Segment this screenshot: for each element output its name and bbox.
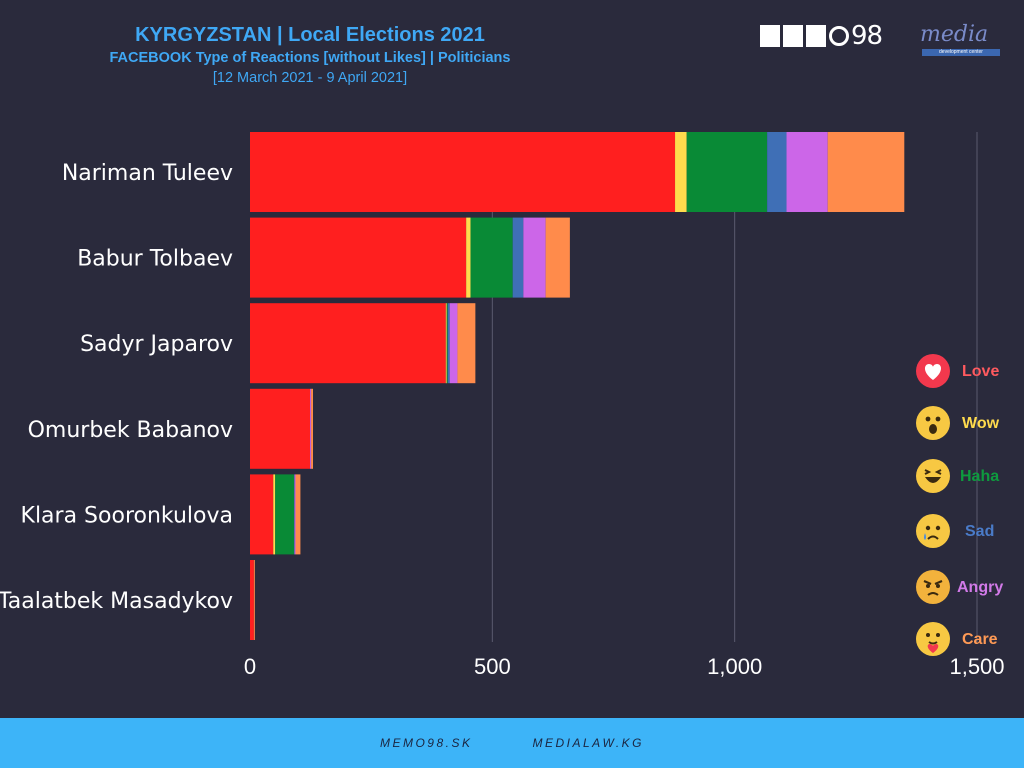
x-tick-label: 500: [474, 654, 511, 679]
bar-segment-care: [295, 474, 301, 555]
legend-item-care: Care: [914, 620, 1024, 660]
memo-suffix: 98: [851, 21, 883, 51]
x-tick-label: 0: [244, 654, 256, 679]
legend-label: Haha: [960, 468, 1000, 485]
bar-segment-sad: [447, 303, 450, 384]
media-logo-subtext: development center: [922, 49, 1000, 56]
bar-segment-sad: [294, 474, 295, 555]
footer-link-medialaw[interactable]: MEDIALAW.KG: [532, 736, 645, 750]
legend-label: Love: [962, 363, 1000, 380]
stacked-bar-chart: 0 500 1,000 1,500 Nariman Tuleev Babur Tolbae…: [0, 132, 1005, 679]
footer-bar: MEMO98.SK MEDIALAW.KG: [0, 718, 1024, 768]
date-range: [12 March 2021 - 9 April 2021]: [212, 70, 408, 86]
bar-segment-love: [250, 303, 446, 384]
bar-segment-haha: [446, 303, 448, 384]
bar-segment-care: [457, 303, 476, 384]
angry-face-icon: [916, 570, 950, 604]
legend-label: Angry: [957, 579, 1004, 596]
memo-letter-block: [783, 25, 803, 47]
bar-segment-angry: [294, 474, 296, 555]
chart-header: KYRGYZSTAN | Local Elections 2021 FACEBO…: [0, 22, 620, 88]
bar-segment-wow: [273, 474, 276, 555]
love-heart-icon: [916, 354, 950, 388]
legend-item-haha: Haha: [914, 457, 1024, 497]
bar-segment-sad: [512, 217, 524, 298]
bar-segment-love: [250, 217, 467, 298]
bar-segment-care: [827, 132, 905, 212]
bar-segment-love: [250, 132, 676, 212]
bar-segment-angry: [523, 217, 546, 298]
legend-label: Sad: [965, 523, 995, 540]
memo-letter-block: [760, 25, 780, 47]
bar-segment-angry: [449, 303, 458, 384]
legend-label: Wow: [962, 415, 1000, 432]
legend-item-sad: Sad: [914, 512, 1024, 552]
media-logo-text: media: [920, 22, 989, 47]
x-tick-label: 1,000: [707, 654, 762, 679]
chart-title: KYRGYZSTAN | Local Elections 2021: [135, 24, 485, 46]
category-label: Nariman Tuleev: [62, 161, 233, 186]
category-label: Babur Tolbaev: [77, 247, 233, 272]
bar-segment-wow: [445, 303, 447, 384]
memo-letter-block: [806, 25, 826, 47]
bar-segment-haha: [275, 474, 295, 555]
legend-item-love: Love: [914, 352, 1024, 392]
bar-segment-angry: [786, 132, 828, 212]
footer-link-memo98[interactable]: MEMO98.SK: [379, 736, 473, 750]
chart-subtitle: FACEBOOK Type of Reactions [without Like…: [109, 50, 511, 66]
legend-item-wow: Wow: [914, 404, 1024, 444]
x-tick-label: 1,500: [949, 654, 1004, 679]
category-label: Taalatbek Masadykov: [0, 589, 233, 614]
bar-segment-love: [250, 560, 254, 640]
bar-segment-haha: [470, 217, 513, 298]
bar-segment-angry: [310, 388, 312, 469]
bar-segment-love: [250, 474, 274, 555]
bar-segment-care: [545, 217, 570, 298]
bar-segment-care: [253, 560, 255, 640]
legend-item-angry: Angry: [914, 568, 1024, 608]
memo-letter-circle: [829, 26, 849, 46]
bar-segment-sad: [767, 132, 787, 212]
haha-face-icon: [916, 459, 950, 493]
bar-segment-wow: [466, 217, 471, 298]
care-face-icon: [916, 622, 950, 656]
bar-segment-care: [311, 388, 314, 469]
category-label: Omurbek Babanov: [28, 418, 233, 443]
memo98-logo: 98: [760, 21, 883, 51]
bar-segment-love: [250, 388, 311, 469]
category-label: Klara Sooronkulova: [21, 503, 233, 528]
category-label: Sadyr Japarov: [80, 332, 233, 357]
bar-segment-wow: [675, 132, 687, 212]
wow-face-icon: [916, 406, 950, 440]
media-development-center-logo: media development center: [916, 12, 1002, 62]
legend-label: Care: [962, 631, 998, 648]
bar-segment-haha: [686, 132, 768, 212]
sad-face-icon: [916, 514, 950, 548]
